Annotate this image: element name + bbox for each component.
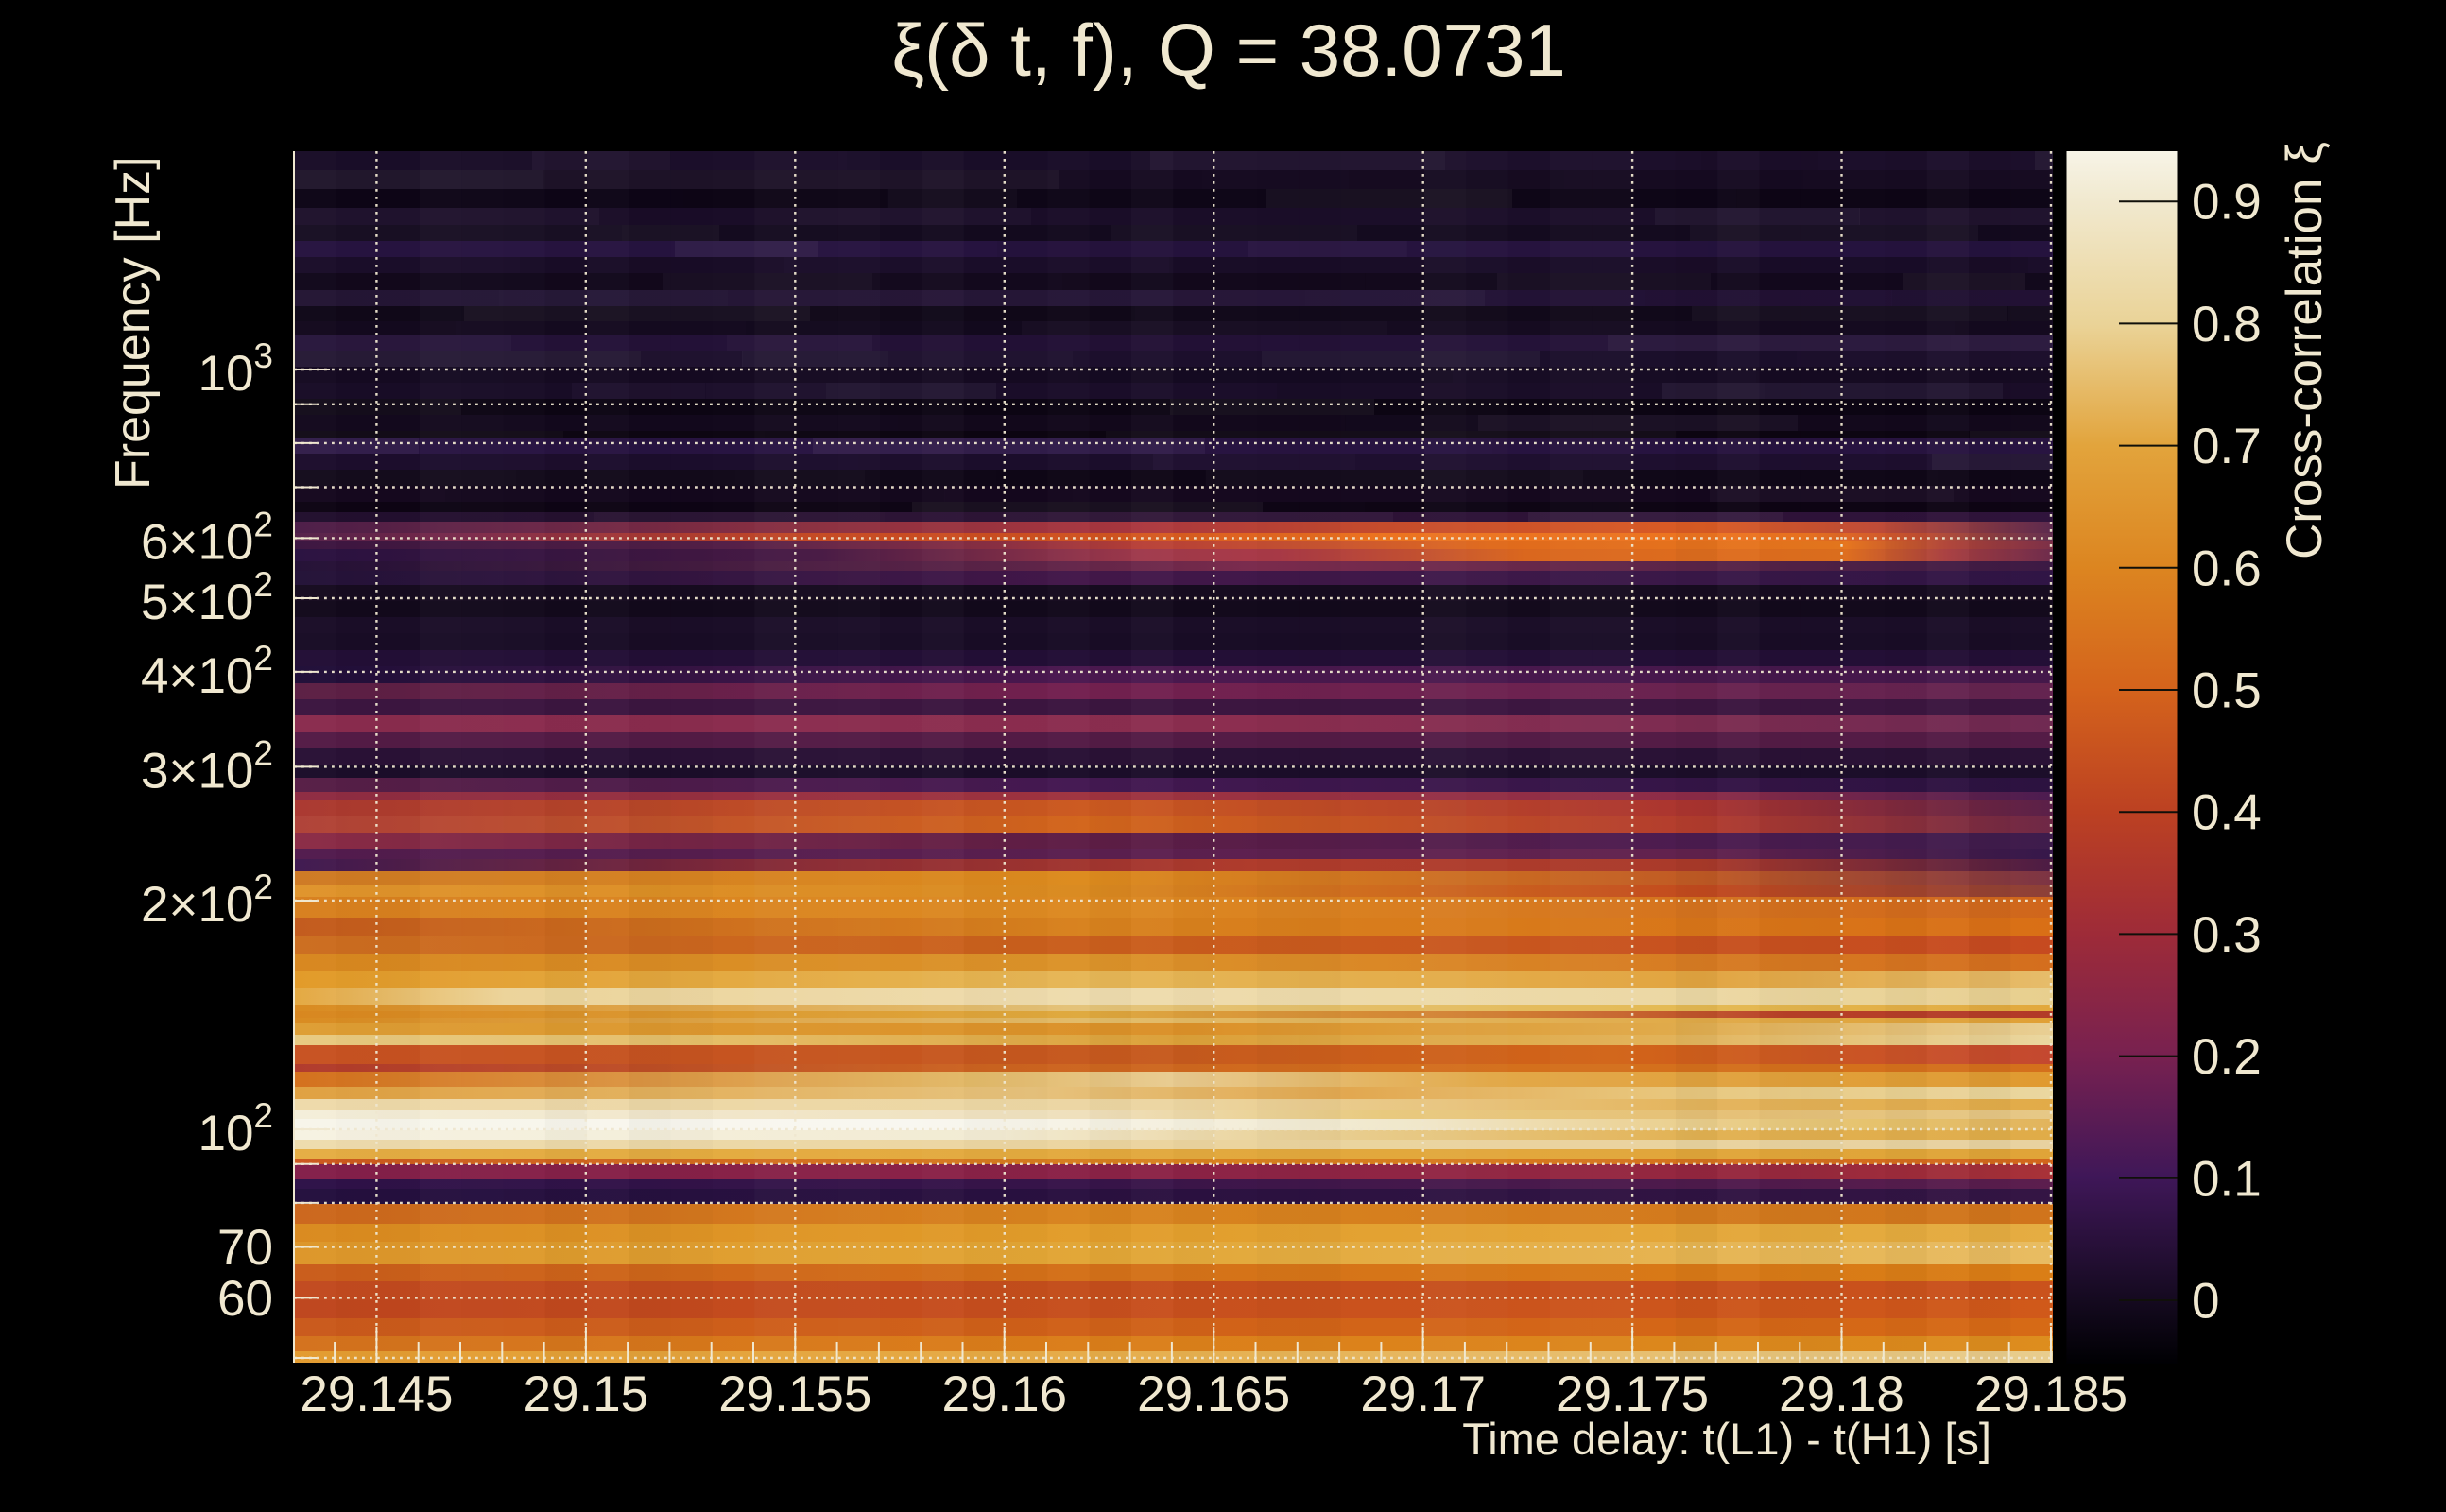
- svg-text:Cross-correlation ξ: Cross-correlation ξ: [2277, 142, 2333, 559]
- svg-text:0.5: 0.5: [2192, 663, 2262, 719]
- svg-text:29.16: 29.16: [941, 1366, 1067, 1422]
- svg-text:ξ(δ t, f), Q = 38.0731: ξ(δ t, f), Q = 38.0731: [891, 9, 1566, 92]
- svg-text:0.3: 0.3: [2192, 907, 2262, 963]
- svg-text:29.175: 29.175: [1556, 1366, 1709, 1422]
- svg-text:29.18: 29.18: [1779, 1366, 1904, 1422]
- svg-text:29.185: 29.185: [1974, 1366, 2127, 1422]
- svg-text:0.1: 0.1: [2192, 1151, 2262, 1207]
- svg-text:29.165: 29.165: [1137, 1366, 1290, 1422]
- svg-text:29.17: 29.17: [1360, 1366, 1486, 1422]
- svg-text:4×102: 4×102: [141, 639, 273, 704]
- svg-text:0.7: 0.7: [2192, 419, 2262, 474]
- svg-text:6×102: 6×102: [141, 505, 273, 570]
- svg-text:0: 0: [2192, 1274, 2219, 1330]
- svg-text:29.145: 29.145: [300, 1366, 453, 1422]
- svg-text:60: 60: [217, 1271, 273, 1327]
- svg-text:0.8: 0.8: [2192, 297, 2262, 352]
- svg-text:0.9: 0.9: [2192, 175, 2262, 231]
- svg-text:29.155: 29.155: [718, 1366, 871, 1422]
- svg-text:5×102: 5×102: [141, 565, 273, 630]
- svg-text:3×102: 3×102: [141, 733, 273, 799]
- svg-text:Time delay: t(L1) - t(H1) [s]: Time delay: t(L1) - t(H1) [s]: [1462, 1414, 1991, 1464]
- svg-text:70: 70: [217, 1220, 273, 1276]
- svg-text:0.4: 0.4: [2192, 785, 2262, 841]
- svg-text:0.6: 0.6: [2192, 541, 2262, 596]
- svg-text:Frequency [Hz]: Frequency [Hz]: [106, 156, 161, 490]
- svg-text:0.2: 0.2: [2192, 1029, 2262, 1085]
- svg-text:2×102: 2×102: [141, 868, 273, 933]
- svg-text:29.15: 29.15: [523, 1366, 648, 1422]
